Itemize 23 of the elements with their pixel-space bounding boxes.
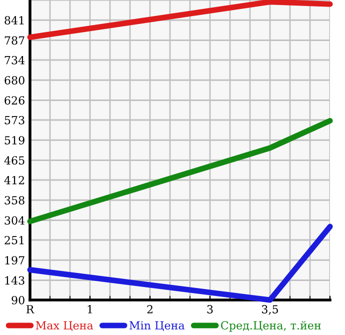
legend-label: Max Цена (36, 321, 94, 332)
y-tick-label: 197 (5, 256, 24, 265)
x-tick-label: 3 (207, 305, 213, 314)
y-tick-label: 304 (4, 216, 25, 225)
y-tick-label: 412 (4, 176, 24, 184)
y-tick-label: 251 (4, 236, 24, 244)
y-tick-label: 519 (4, 136, 24, 145)
y-tick-label: 841 (4, 16, 24, 25)
x-tick-label: 2 (147, 305, 152, 314)
x-tick-label: 1 (88, 305, 92, 314)
y-tick-label: 626 (4, 96, 24, 105)
y-tick-label: 573 (4, 116, 24, 124)
x-tick-label: R (26, 305, 34, 314)
y-tick-label: 358 (4, 196, 24, 205)
legend-label: Сред.Цена, т.йен (221, 321, 321, 332)
y-tick-label: 143 (5, 276, 24, 285)
x-tick-label: 3,5 (262, 305, 278, 315)
y-tick-label: 90 (12, 296, 24, 304)
y-tick-label: 465 (4, 156, 24, 165)
y-tick-label: 787 (4, 36, 24, 45)
y-tick-label: 680 (4, 76, 24, 85)
y-tick-label: 734 (4, 56, 25, 64)
legend-label: Min Цена (129, 321, 185, 332)
